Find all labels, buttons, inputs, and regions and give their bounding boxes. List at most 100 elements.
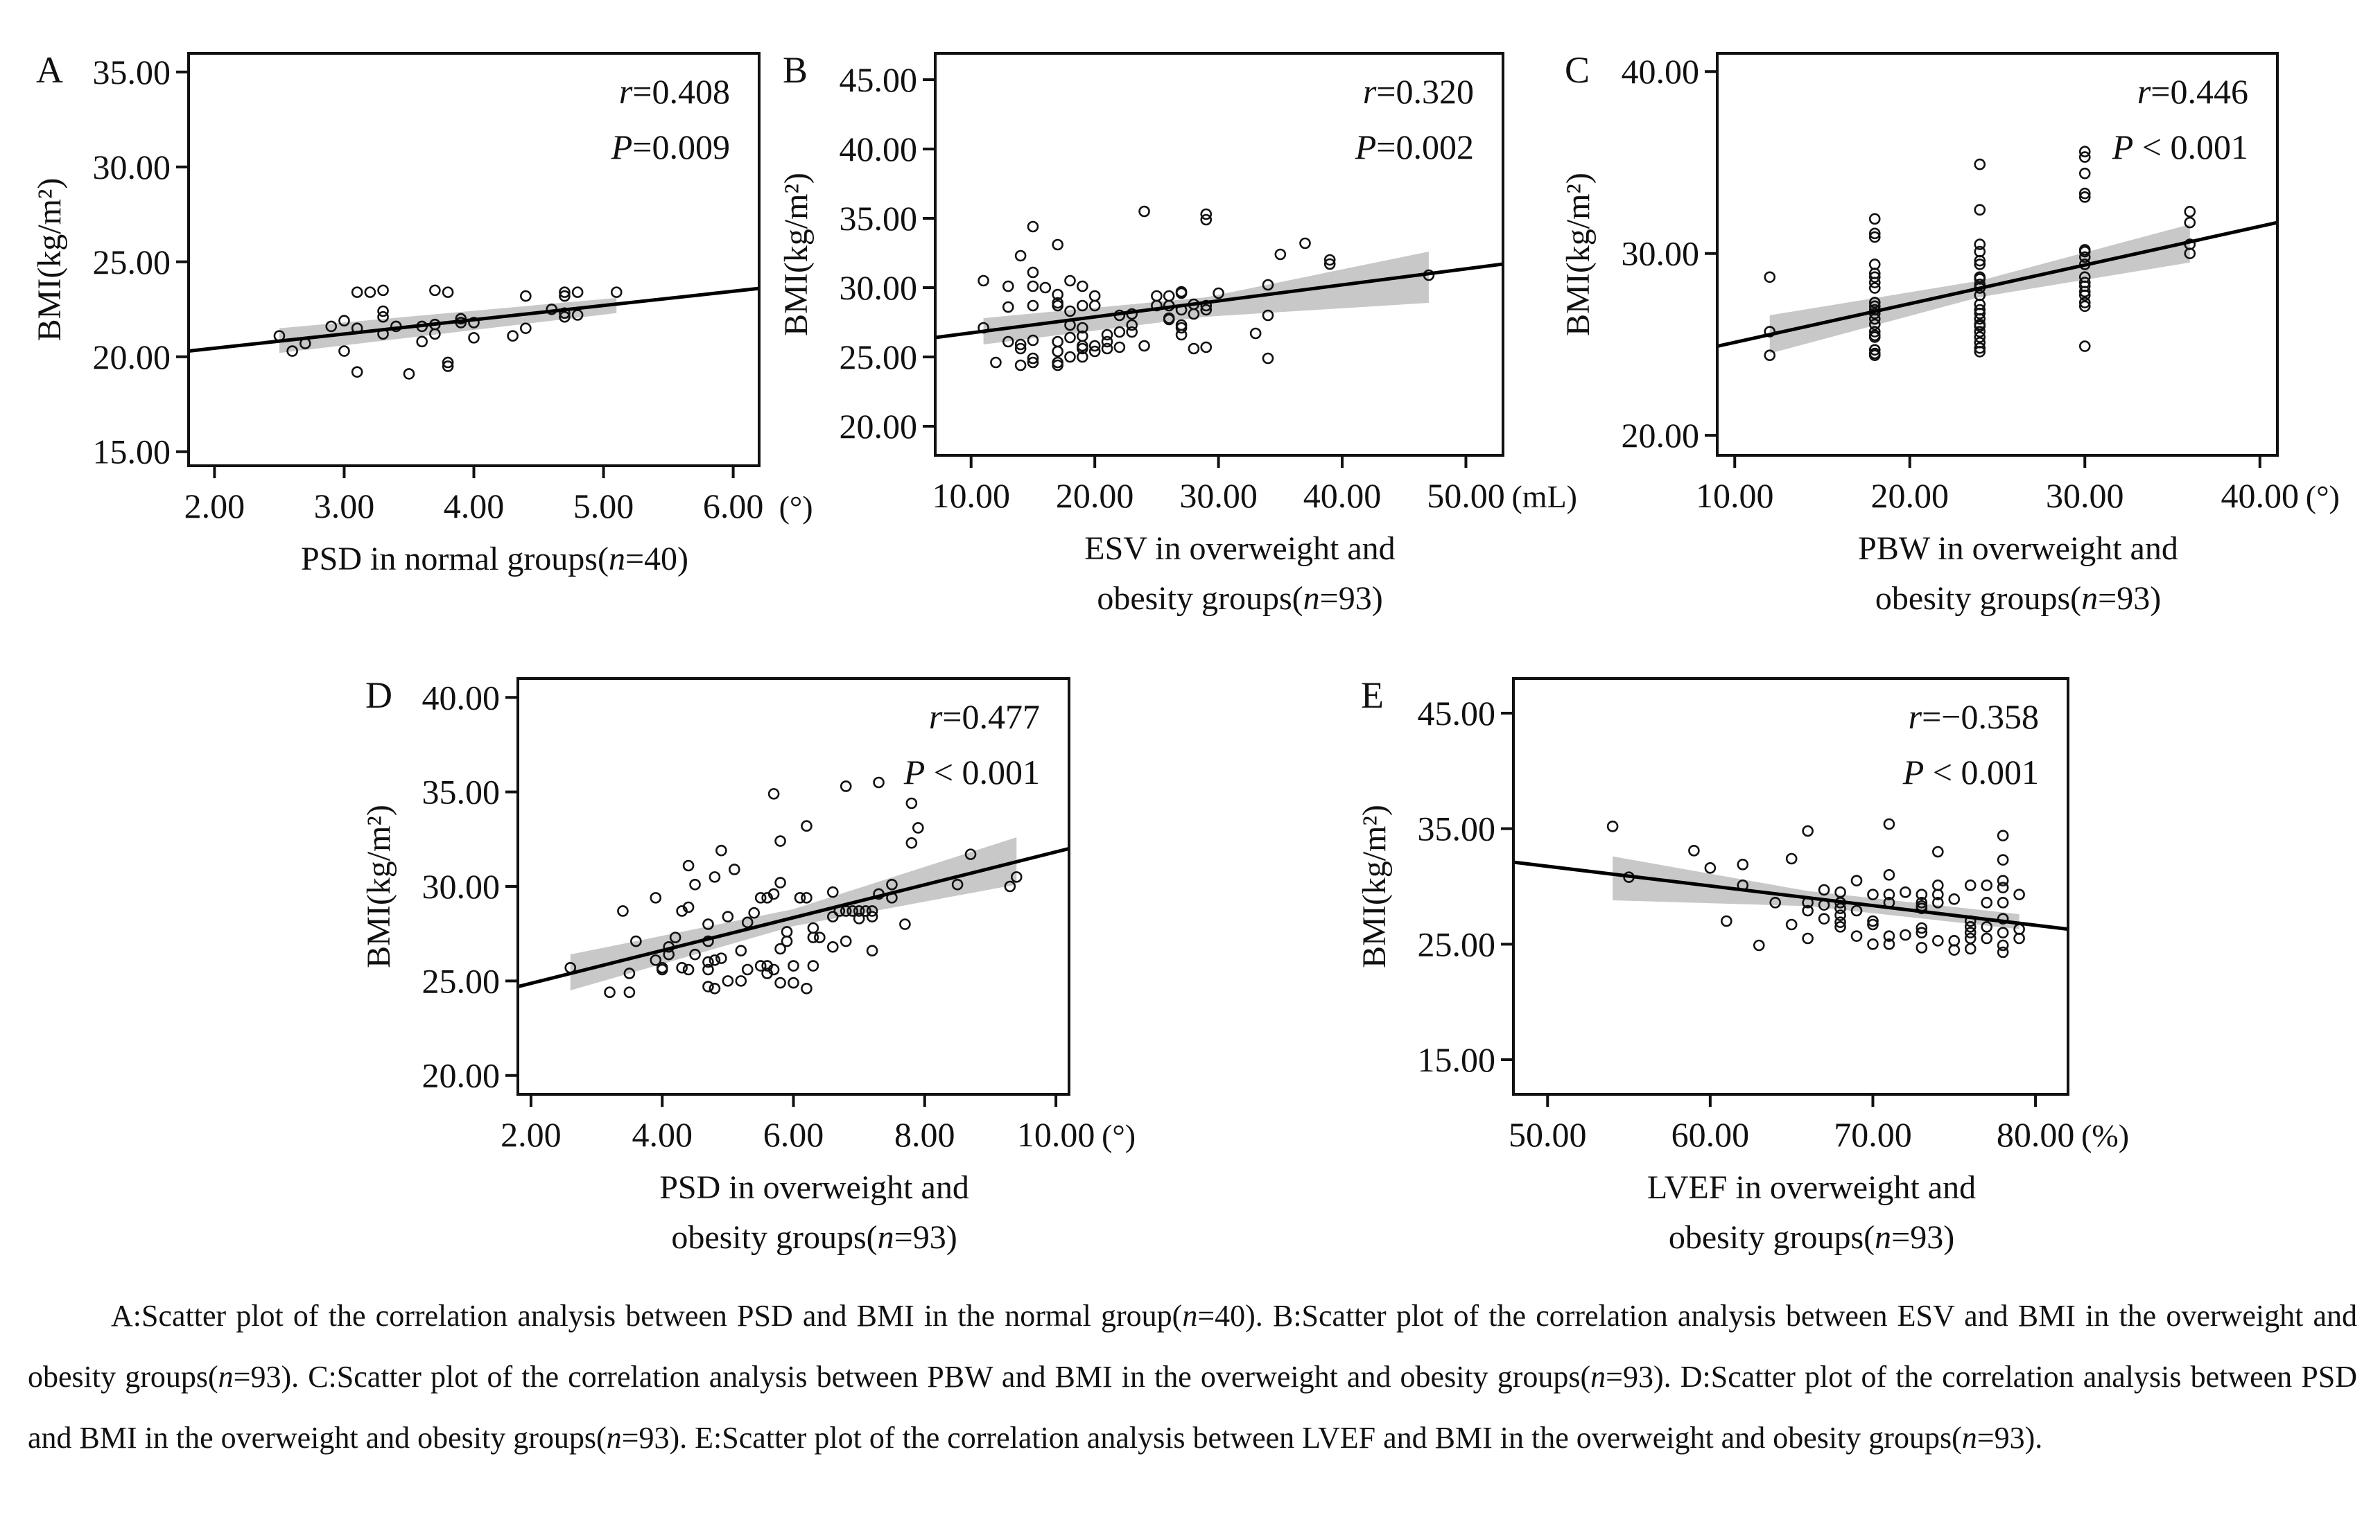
panel-c-data-point	[2184, 216, 2196, 229]
panel-e-data-point	[2013, 889, 2025, 900]
panel-e-data-point	[1867, 889, 1879, 900]
panel-b-data-point	[1027, 356, 1039, 369]
caption-text: A:Scatter plot of the correlation analys…	[28, 1299, 2357, 1455]
panel-d-data-point	[729, 864, 740, 875]
panel-c-y-tick-label: 30.00	[1622, 234, 1700, 273]
panel-c-data-point	[2078, 251, 2091, 263]
panel-b-data-point	[1014, 250, 1027, 262]
figure-caption: A:Scatter plot of the correlation analys…	[28, 1286, 2357, 1469]
panel-b-data-point	[1052, 238, 1063, 251]
panel-e-data-point	[2013, 932, 2025, 945]
panel-b-data-point	[1213, 287, 1224, 299]
panel-e-data-point	[1932, 846, 1944, 858]
panel-c-data-point	[1868, 297, 1881, 308]
panel-e-data-point	[1834, 902, 1846, 914]
panel-e-data-point	[1997, 875, 2009, 886]
panel-b-data-point	[1188, 308, 1200, 320]
panel-b-data-point	[1064, 351, 1076, 363]
panel-e-data-point	[1688, 845, 1700, 857]
panel-e-data-point	[1867, 915, 1879, 927]
panel-d-data-point	[807, 931, 819, 943]
panel-b-data-point	[1027, 299, 1039, 312]
panel-b-data-point	[1200, 213, 1213, 226]
panel-e-data-point	[1916, 927, 1928, 938]
panel-d-data-point	[814, 931, 826, 943]
panel-a-data-point	[442, 286, 454, 298]
panel-e-data-point	[1883, 869, 1895, 881]
panel-c-data-point	[1868, 344, 1881, 356]
panel-b-data-point	[1052, 335, 1063, 348]
panel-b-data-point	[1163, 290, 1175, 302]
panel-d-data-point	[709, 982, 721, 995]
panel-c-x-axis-title-line: obesity groups(n=93)	[1875, 580, 2161, 617]
panel-b-data-point	[1200, 304, 1213, 316]
panel-a-x-tick-label: 4.00	[444, 487, 505, 525]
panel-e-confidence-band	[1613, 856, 2019, 929]
panel-d-data-point	[735, 975, 747, 987]
panel-a-data-point	[442, 360, 454, 372]
panel-e-x-tick-label: 60.00	[1671, 1115, 1750, 1154]
panel-d-x-tick-label: 10.00	[1017, 1115, 1095, 1154]
panel-b-data-point	[1052, 288, 1063, 301]
panel-c-plot-frame	[1716, 52, 2279, 457]
panel-b-correlation-r: r=0.320	[1363, 72, 1474, 111]
panel-a-data-point	[325, 320, 338, 333]
panel-c-correlation-r: r=0.446	[2137, 72, 2248, 111]
panel-c-data-point	[1974, 254, 1986, 267]
panel-c-x-tick-label: 30.00	[2046, 476, 2124, 515]
panel-e-data-point	[1916, 897, 1928, 909]
panel-a-regression-line	[188, 286, 760, 353]
panel-e-regression-line	[1513, 860, 2069, 931]
panel-d-data-point	[801, 982, 813, 995]
panel-d-data-point	[702, 918, 714, 930]
panel-b-data-point	[1175, 287, 1188, 299]
panel-a-data-point	[507, 330, 519, 342]
panel-d-data-point	[853, 913, 865, 925]
panel-e-data-point	[1997, 913, 2009, 925]
panel-c-data-point	[1868, 231, 1881, 243]
panel-e-data-point	[1932, 897, 1944, 909]
panel-c-data-point	[2078, 289, 2091, 301]
panel-d-y-tick-label: 30.00	[422, 867, 501, 906]
panel-c-data-point	[1868, 277, 1881, 288]
panel-e-data-point	[1997, 897, 2009, 909]
panel-e-data-point	[1834, 916, 1846, 928]
panel-e-data-point	[1883, 889, 1895, 900]
panel-c-data-point	[1868, 313, 1881, 325]
panel-d-correlation-r: r=0.477	[929, 697, 1040, 736]
panel-d-data-point	[807, 922, 819, 934]
panel-e-data-point	[1704, 862, 1717, 874]
panel-d-data-point	[840, 935, 852, 947]
panel-e-data-point	[1981, 897, 1992, 909]
panel-c-data-point	[1868, 326, 1881, 338]
panel-d-data-point	[682, 859, 695, 872]
panel-d-data-point	[826, 886, 839, 898]
panel-d-data-point	[1010, 871, 1023, 883]
panel-d-data-point	[623, 986, 636, 999]
panel-b-data-point	[1077, 322, 1088, 334]
panel-e-x-tick-label: 80.00	[1997, 1115, 2075, 1154]
panel-d-data-point	[801, 892, 813, 904]
panel-e-data-point	[1997, 830, 2009, 841]
panel-a-confidence-band	[279, 297, 617, 353]
panel-b-data-point	[978, 274, 989, 287]
panel-b-data-point	[1088, 340, 1101, 352]
panel-d-y-tick-label: 20.00	[422, 1056, 501, 1095]
panel-d-data-point	[689, 948, 701, 961]
panel-e-x-axis-title-line: LVEF in overweight and	[1647, 1169, 1976, 1206]
panel-d-data-point	[807, 960, 819, 972]
panel-a-letter: A	[36, 49, 63, 91]
panel-a-x-tick-label: 2.00	[184, 487, 245, 525]
panel-b-data-point	[1138, 340, 1150, 352]
panel-b-data-point	[1077, 351, 1088, 363]
panel-c-data-point	[1974, 204, 1986, 216]
panel-d-data-point	[702, 956, 714, 968]
panel-e-data-point	[1818, 913, 1830, 925]
panel-a-data-point	[571, 309, 584, 321]
panel-a-x-tick-label: 6.00	[703, 487, 764, 525]
panel-d-data-point	[617, 905, 629, 917]
panel-b-x-axis-title-line: ESV in overweight and	[1084, 530, 1395, 567]
panel-e-data-point	[1932, 935, 1944, 947]
panel-b-data-point	[1064, 331, 1076, 344]
panel-c-data-point	[1974, 259, 1986, 270]
